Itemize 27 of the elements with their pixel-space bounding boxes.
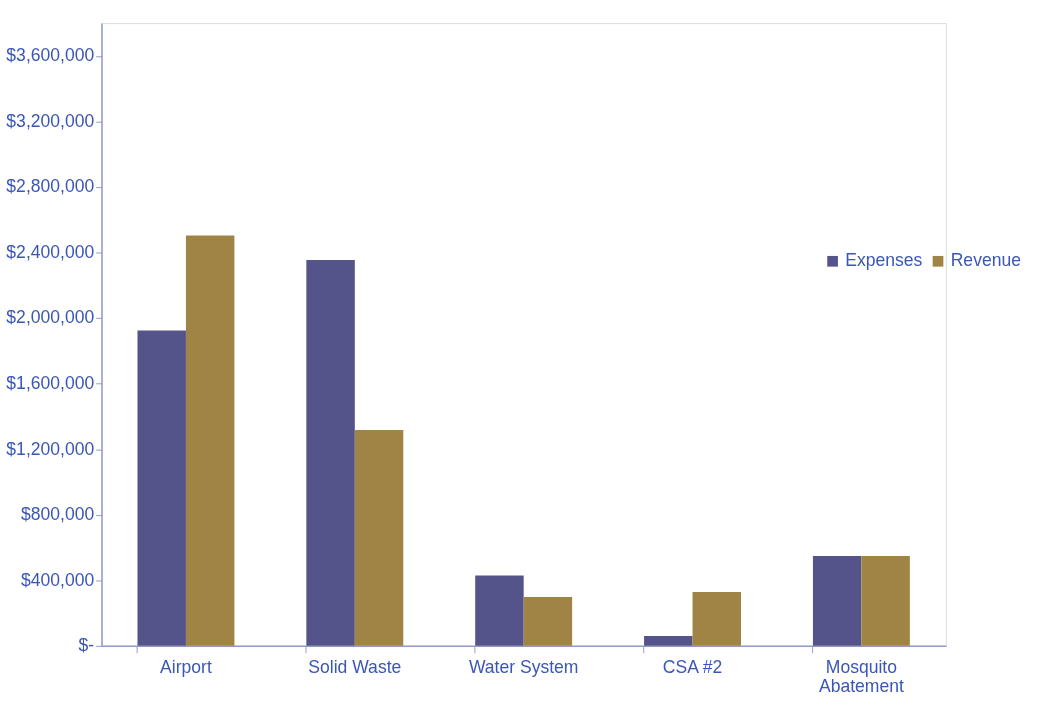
bar bbox=[137, 330, 186, 646]
x-tick-label: Solid Waste bbox=[308, 656, 402, 677]
x-tick-label: Mosquito Abatement bbox=[818, 656, 904, 697]
x-tick-label: CSA #2 bbox=[662, 656, 723, 677]
y-tick-label: $1,200,000 bbox=[6, 438, 95, 459]
y-tick-label: $800,000 bbox=[21, 504, 95, 525]
y-tick-label: $3,200,000 bbox=[6, 110, 95, 131]
y-tick-label: $2,400,000 bbox=[6, 241, 95, 262]
x-tick-label: Airport bbox=[160, 656, 212, 677]
legend-label: Revenue bbox=[950, 250, 1021, 271]
bar bbox=[523, 597, 573, 646]
bar bbox=[692, 592, 741, 646]
y-tick-label: $2,800,000 bbox=[6, 176, 95, 197]
y-tick-label: $3,600,000 bbox=[6, 45, 95, 66]
bar bbox=[306, 259, 355, 646]
bar bbox=[861, 556, 910, 646]
bar bbox=[354, 430, 404, 646]
x-tick-label: Water System bbox=[468, 656, 579, 677]
y-tick-label: $- bbox=[78, 635, 95, 656]
bar bbox=[185, 235, 235, 646]
bar bbox=[475, 575, 524, 646]
y-tick-label: $400,000 bbox=[21, 569, 95, 590]
bar bbox=[644, 636, 693, 646]
bar bbox=[812, 556, 862, 646]
legend-label: Expenses bbox=[845, 250, 923, 271]
y-tick-label: $1,600,000 bbox=[6, 373, 95, 394]
y-tick-label: $2,000,000 bbox=[6, 307, 95, 328]
